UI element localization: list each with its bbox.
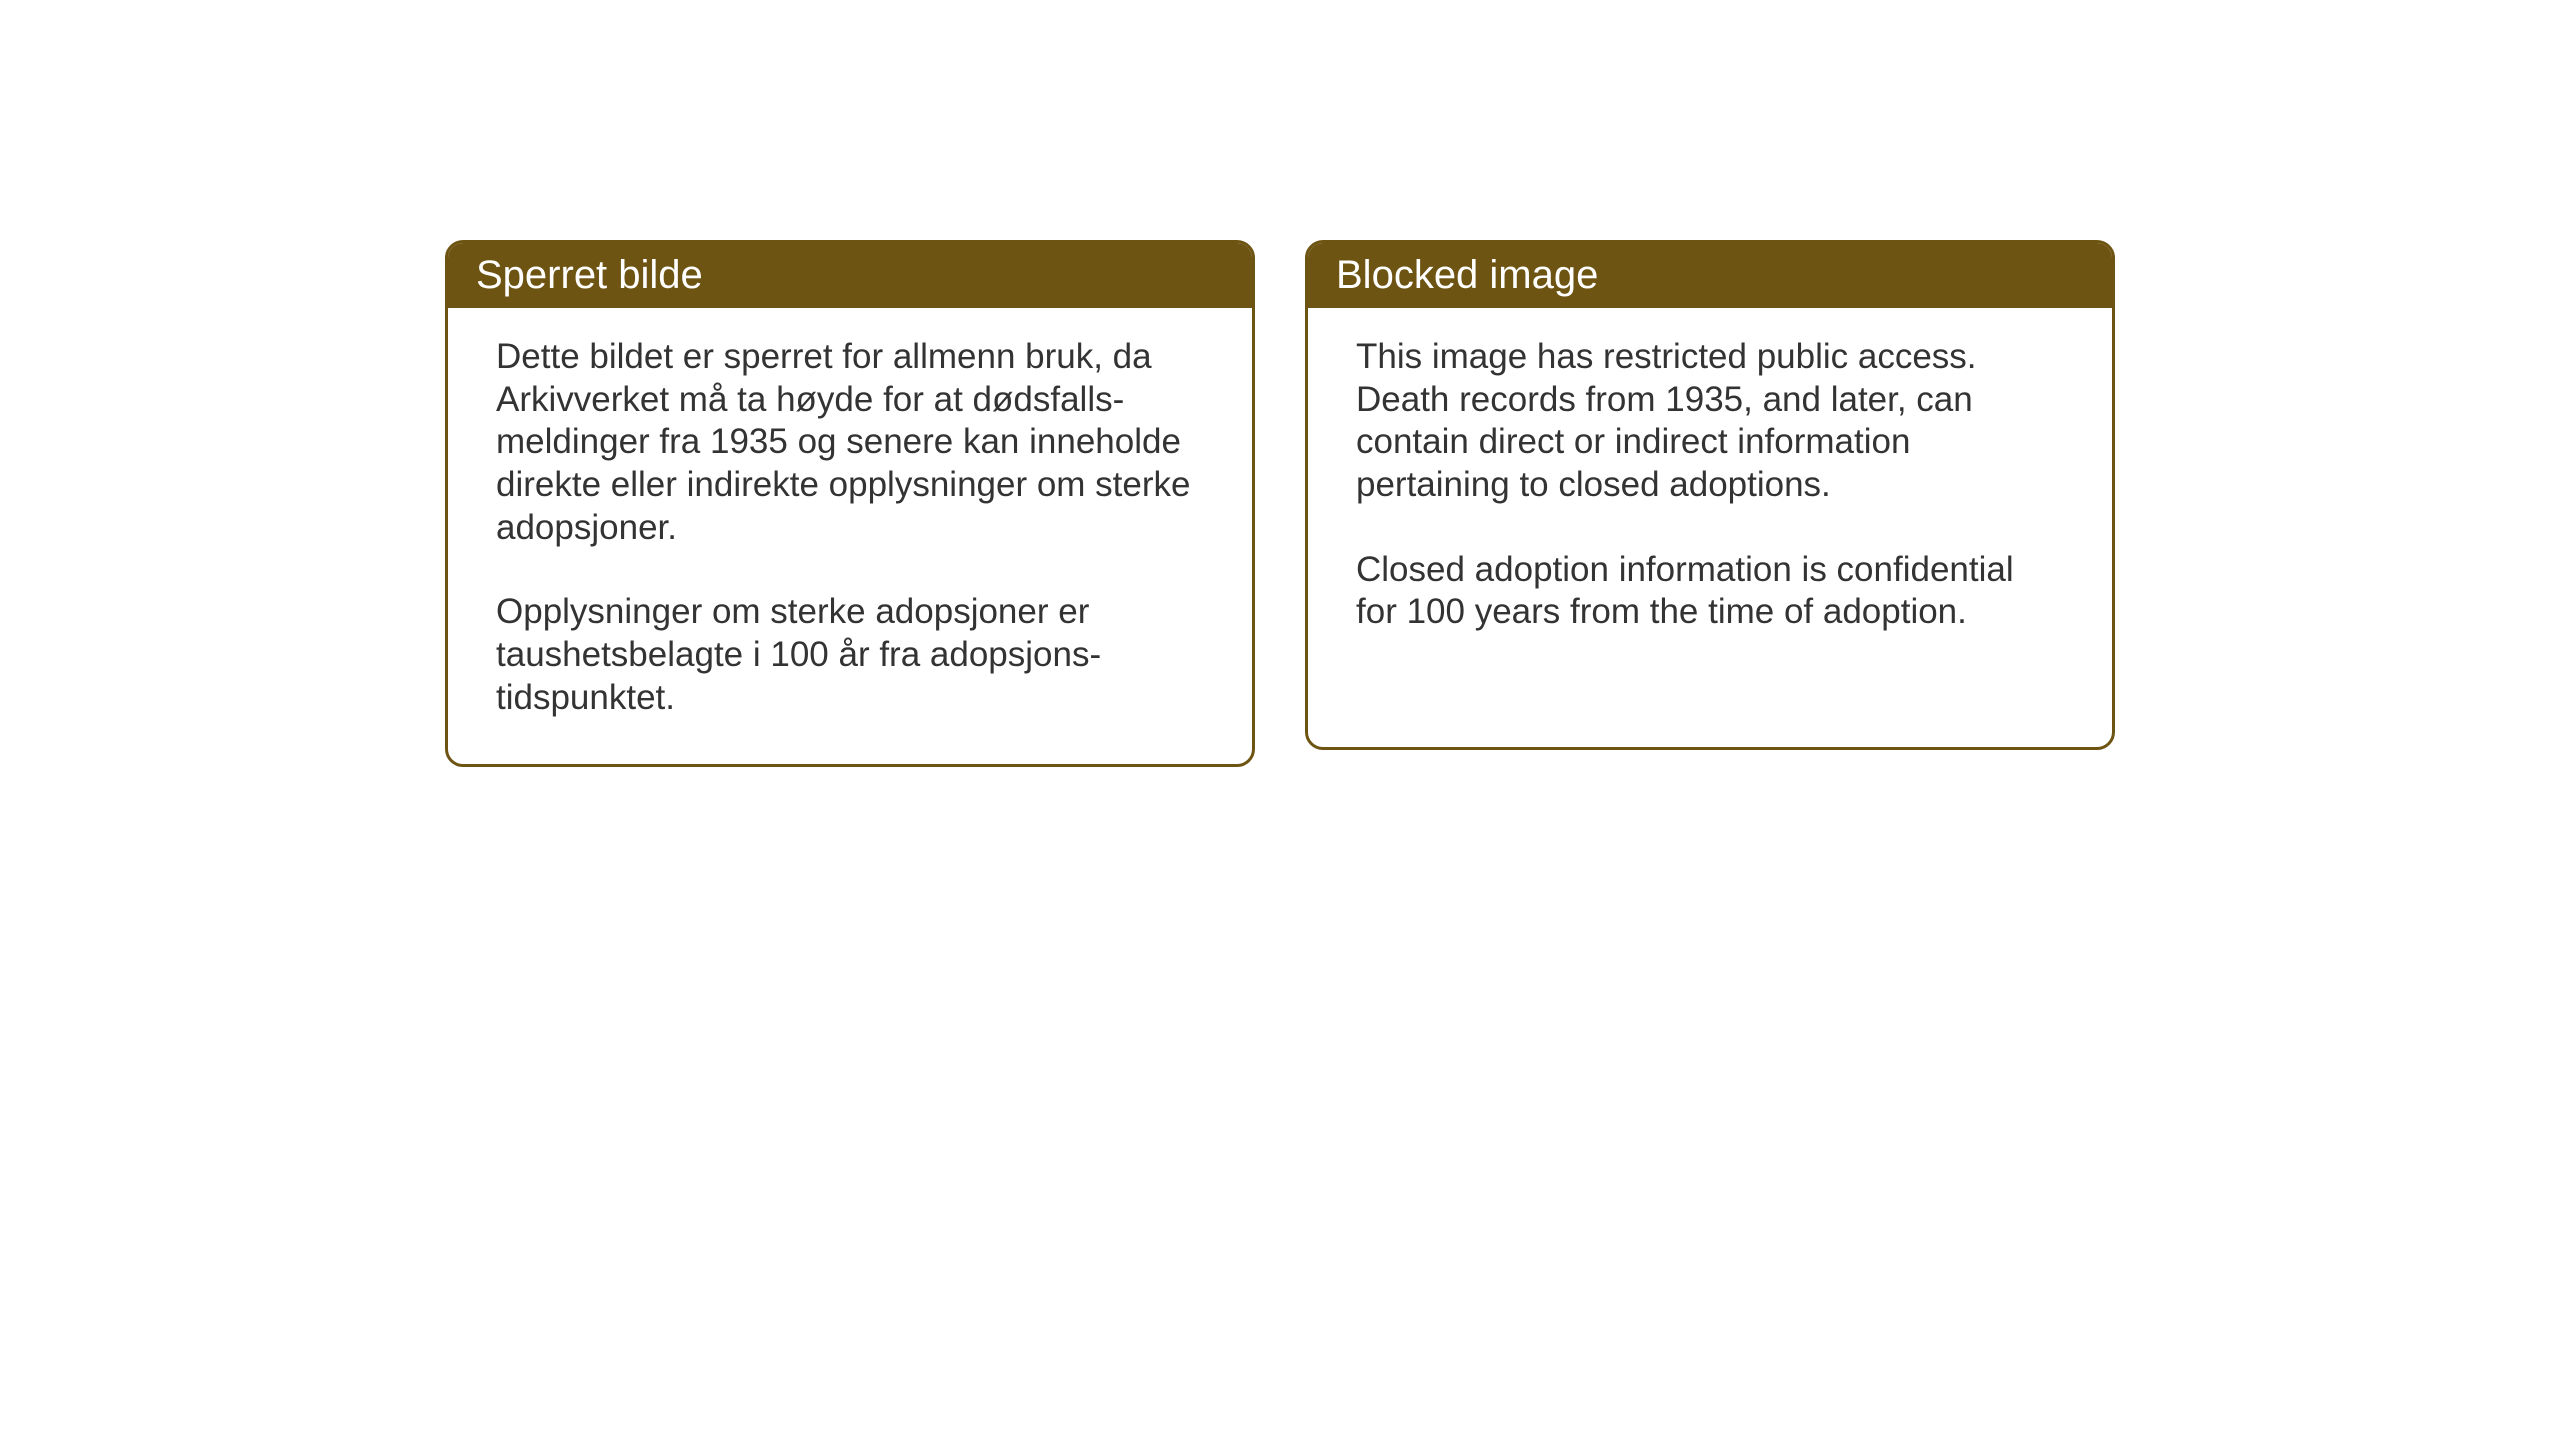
card-title-norwegian: Sperret bilde — [476, 253, 703, 297]
card-paragraph-2-norwegian: Opplysninger om sterke adopsjoner er tau… — [496, 591, 1204, 719]
card-body-english: This image has restricted public access.… — [1308, 308, 2112, 678]
notice-card-english: Blocked image This image has restricted … — [1305, 240, 2115, 750]
card-body-norwegian: Dette bildet er sperret for allmenn bruk… — [448, 308, 1252, 764]
card-header-norwegian: Sperret bilde — [448, 243, 1252, 308]
card-paragraph-2-english: Closed adoption information is confident… — [1356, 549, 2064, 634]
card-title-english: Blocked image — [1336, 253, 1598, 297]
card-paragraph-1-norwegian: Dette bildet er sperret for allmenn bruk… — [496, 336, 1204, 549]
card-paragraph-1-english: This image has restricted public access.… — [1356, 336, 2064, 507]
notice-card-norwegian: Sperret bilde Dette bildet er sperret fo… — [445, 240, 1255, 767]
notice-container: Sperret bilde Dette bildet er sperret fo… — [445, 240, 2115, 767]
card-header-english: Blocked image — [1308, 243, 2112, 308]
